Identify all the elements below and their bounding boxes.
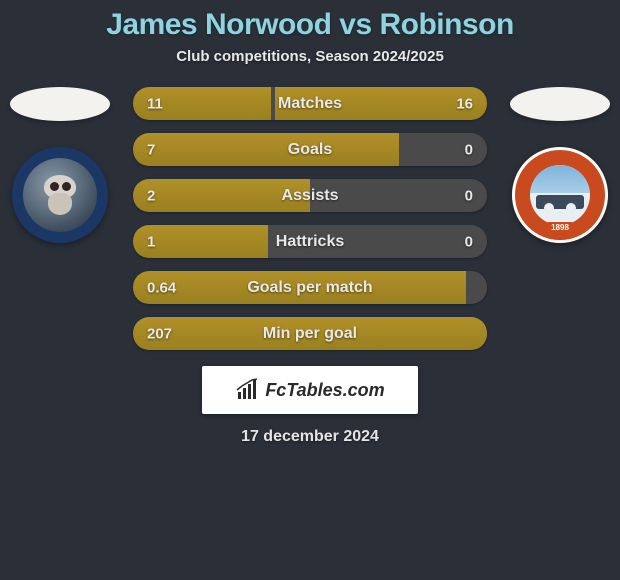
right-player-column: 1898 (505, 87, 615, 243)
logo-text: FcTables.com (265, 380, 384, 401)
stat-label: Matches (278, 95, 342, 113)
stat-value-right: 0 (465, 233, 473, 250)
stat-bar: Assists 2 0 (133, 179, 487, 212)
comparison-card: James Norwood vs Robinson Club competiti… (0, 0, 620, 446)
player-photo-placeholder (510, 87, 610, 121)
chart-icon (235, 378, 259, 402)
page-title: James Norwood vs Robinson (106, 8, 514, 42)
left-club-crest (12, 147, 108, 243)
bridge-icon (536, 195, 584, 209)
stat-value-left: 1 (147, 233, 155, 250)
stat-label: Goals (288, 141, 332, 159)
right-club-crest: 1898 (512, 147, 608, 243)
owl-icon (38, 173, 82, 217)
stat-value-right: 16 (456, 95, 473, 112)
stat-label: Hattricks (276, 233, 344, 251)
player-photo-placeholder (10, 87, 110, 121)
stat-bar: Goals per match 0.64 (133, 271, 487, 304)
stat-value-right: 0 (465, 187, 473, 204)
stat-bars: Matches1116Goals70Assists20Hattricks10Go… (133, 87, 487, 350)
stat-fill-left (133, 133, 399, 166)
stat-bar: Goals 7 0 (133, 133, 487, 166)
stat-value-left: 2 (147, 187, 155, 204)
stat-value-right: 0 (465, 141, 473, 158)
stat-value-left: 207 (147, 325, 172, 342)
content-row: Matches1116Goals70Assists20Hattricks10Go… (0, 87, 620, 350)
stat-label: Goals per match (247, 279, 372, 297)
stat-bar: Hattricks 1 0 (133, 225, 487, 258)
stat-value-left: 0.64 (147, 279, 176, 296)
owl-emblem (23, 158, 97, 232)
bridge-emblem (530, 165, 590, 225)
fctables-logo[interactable]: FcTables.com (202, 366, 418, 414)
stat-bar: Matches 11 16 (133, 87, 487, 120)
crest-year: 1898 (547, 222, 573, 233)
stat-bar: Min per goal 207 (133, 317, 487, 350)
subtitle: Club competitions, Season 2024/2025 (176, 48, 444, 65)
stat-value-left: 7 (147, 141, 155, 158)
date-line: 17 december 2024 (241, 428, 379, 446)
stat-label: Min per goal (263, 325, 357, 343)
stat-value-left: 11 (147, 95, 163, 112)
stat-label: Assists (282, 187, 339, 205)
left-player-column (5, 87, 115, 243)
